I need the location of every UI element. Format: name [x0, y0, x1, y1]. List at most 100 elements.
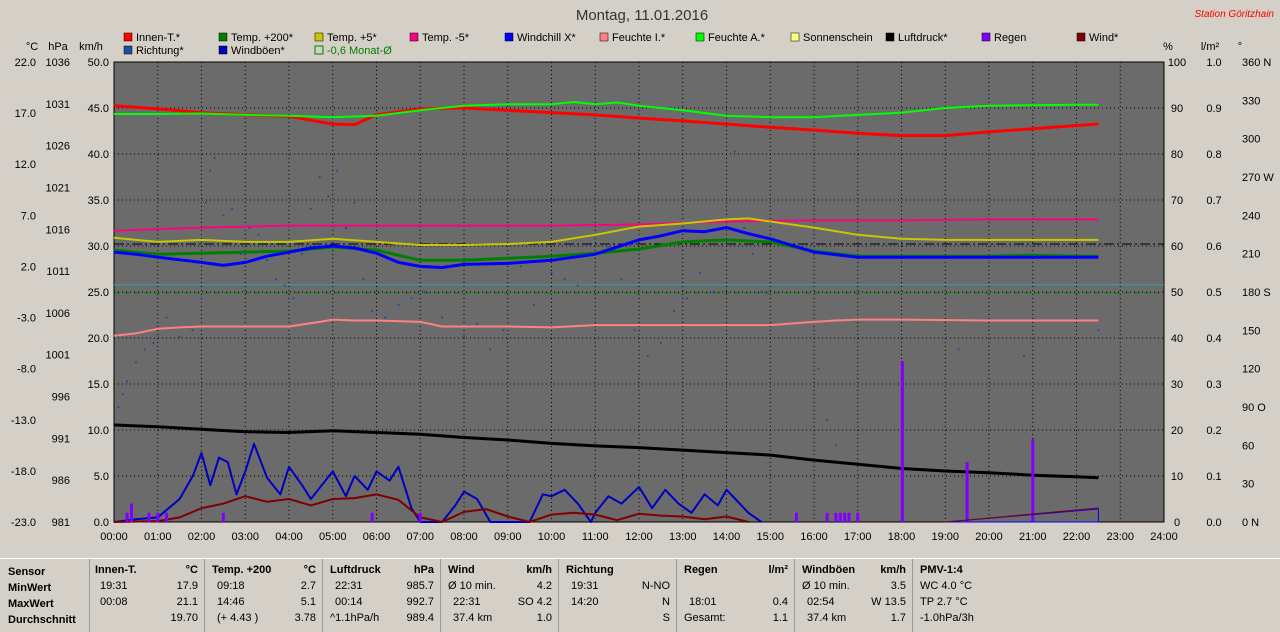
luftdruck-trend: ^1.1hPa/h	[330, 612, 380, 624]
legend-swatch	[314, 45, 324, 55]
rain-bar	[165, 512, 168, 522]
pmv-r3: -1.0hPa/3h	[920, 612, 974, 624]
x-tick-label: 08:00	[450, 531, 478, 543]
hpa-tick-label: 1016	[46, 224, 70, 236]
temp-tick-label: -13.0	[11, 415, 36, 427]
windboeen-r1-value: 3.5	[890, 580, 906, 592]
temp200-header: Temp. +200	[212, 564, 272, 576]
direction-point	[743, 227, 745, 230]
rain-tick-label: 0.1	[1206, 471, 1221, 483]
percent-tick-label: 100	[1168, 57, 1186, 69]
direction-point	[463, 335, 465, 338]
rain-bar	[130, 503, 133, 522]
legend-label: Temp. +200*	[231, 32, 294, 44]
rain-tick-label: 0.6	[1206, 241, 1221, 253]
legend-swatch	[504, 32, 514, 42]
x-tick-label: 07:00	[406, 531, 434, 543]
kmh-tick-label: 15.0	[88, 379, 109, 391]
legend-label: Feuchte I.*	[612, 32, 666, 44]
x-tick-label: 19:00	[931, 531, 959, 543]
stats-col-regen: Regen l/m² 18:01 0.4 Gesamt: 1.1	[677, 559, 795, 632]
stats-col-windboeen: Windböen km/h Ø 10 min. 3.5 02:54 W 13.5…	[795, 559, 913, 632]
temp-tick-label: 2.0	[21, 261, 36, 273]
kmh-tick-label: 35.0	[88, 195, 109, 207]
regen-r3-label: Gesamt:	[684, 612, 726, 624]
direction-point	[213, 156, 216, 159]
unit-percent: %	[1163, 41, 1173, 53]
luftdruck-min-value: 985.7	[406, 580, 434, 592]
unit-hpa: hPa	[48, 41, 68, 53]
rain-bar	[221, 512, 225, 522]
dir-tick-label: 120	[1242, 364, 1260, 376]
x-tick-label: 23:00	[1106, 531, 1134, 543]
direction-point	[633, 329, 636, 332]
dir-tick-label: 30	[1242, 479, 1254, 491]
wind-r3-value: 1.0	[536, 612, 552, 624]
hpa-tick-label: 1021	[46, 182, 70, 194]
rain-tick-label: 0.3	[1206, 379, 1221, 391]
hpa-tick-label: 1036	[46, 57, 70, 69]
direction-point	[519, 265, 522, 268]
legend-swatch	[123, 45, 133, 55]
direction-point	[292, 297, 295, 300]
direction-point	[318, 176, 321, 178]
legend-swatch	[790, 32, 800, 42]
x-tick-label: 13:00	[669, 531, 697, 543]
percent-tick-label: 30	[1171, 379, 1183, 391]
hpa-tick-label: 1006	[46, 308, 70, 320]
unit-lm2: l/m²	[1201, 41, 1220, 53]
legend-label: Luftdruck*	[898, 32, 948, 44]
rain-tick-label: 0.5	[1206, 287, 1221, 299]
rain-bar	[900, 361, 904, 522]
wind-r2-value: SO 4.2	[517, 596, 552, 608]
direction-point	[476, 322, 479, 325]
x-tick-label: 15:00	[756, 531, 784, 543]
legend-label: Temp. +5*	[327, 32, 378, 44]
stats-col-wind: Wind km/h Ø 10 min. 4.2 22:31 SO 4.2 37.…	[441, 559, 559, 632]
direction-point	[371, 310, 374, 313]
direction-point	[817, 367, 820, 370]
pmv-r2: TP 2.7 °C	[920, 596, 968, 608]
legend-swatch	[123, 32, 133, 42]
legend-swatch	[218, 32, 228, 42]
x-tick-label: 02:00	[188, 531, 216, 543]
rain-bar	[856, 512, 860, 522]
direction-point	[274, 278, 277, 281]
innen-max-value: 21.1	[176, 596, 198, 608]
hpa-tick-label: 1011	[46, 266, 70, 278]
stats-col-richtung: Richtung 19:31 N-NO 14:20 N S	[559, 559, 677, 632]
unit-kmh: km/h	[79, 41, 103, 53]
series-line	[113, 217, 1099, 246]
hpa-tick-label: 986	[52, 475, 70, 487]
luftdruck-unit: hPa	[413, 564, 434, 576]
direction-point	[834, 444, 837, 447]
direction-point	[751, 252, 754, 255]
direction-point	[257, 233, 260, 236]
dir-tick-label: 330	[1242, 95, 1260, 107]
direction-point	[283, 284, 286, 287]
x-tick-label: 17:00	[844, 531, 872, 543]
temp200-avg: 3.78	[294, 612, 316, 624]
percent-tick-label: 60	[1171, 241, 1183, 253]
direction-point	[550, 271, 553, 274]
legend-swatch	[218, 45, 228, 55]
direction-point	[686, 297, 689, 300]
windboeen-r2-label: 02:54	[807, 596, 835, 608]
dir-tick-label: 90 O	[1242, 402, 1266, 414]
stats-row-avg: Durchschnitt	[8, 614, 76, 626]
wind-r1-value: 4.2	[536, 580, 552, 592]
kmh-tick-label: 45.0	[88, 103, 109, 115]
direction-point	[222, 214, 225, 217]
kmh-tick-label: 20.0	[88, 333, 109, 345]
direction-point	[200, 297, 203, 300]
direction-point	[301, 252, 304, 255]
temp-tick-label: -18.0	[11, 466, 36, 478]
windboeen-unit: km/h	[880, 564, 906, 576]
direction-point	[231, 207, 234, 210]
direction-point	[362, 278, 365, 281]
direction-point	[266, 259, 269, 262]
stats-sensor-header: Sensor	[8, 566, 46, 578]
direction-point	[397, 303, 400, 306]
legend-swatch	[409, 32, 419, 42]
dir-tick-label: 0 N	[1242, 517, 1259, 529]
